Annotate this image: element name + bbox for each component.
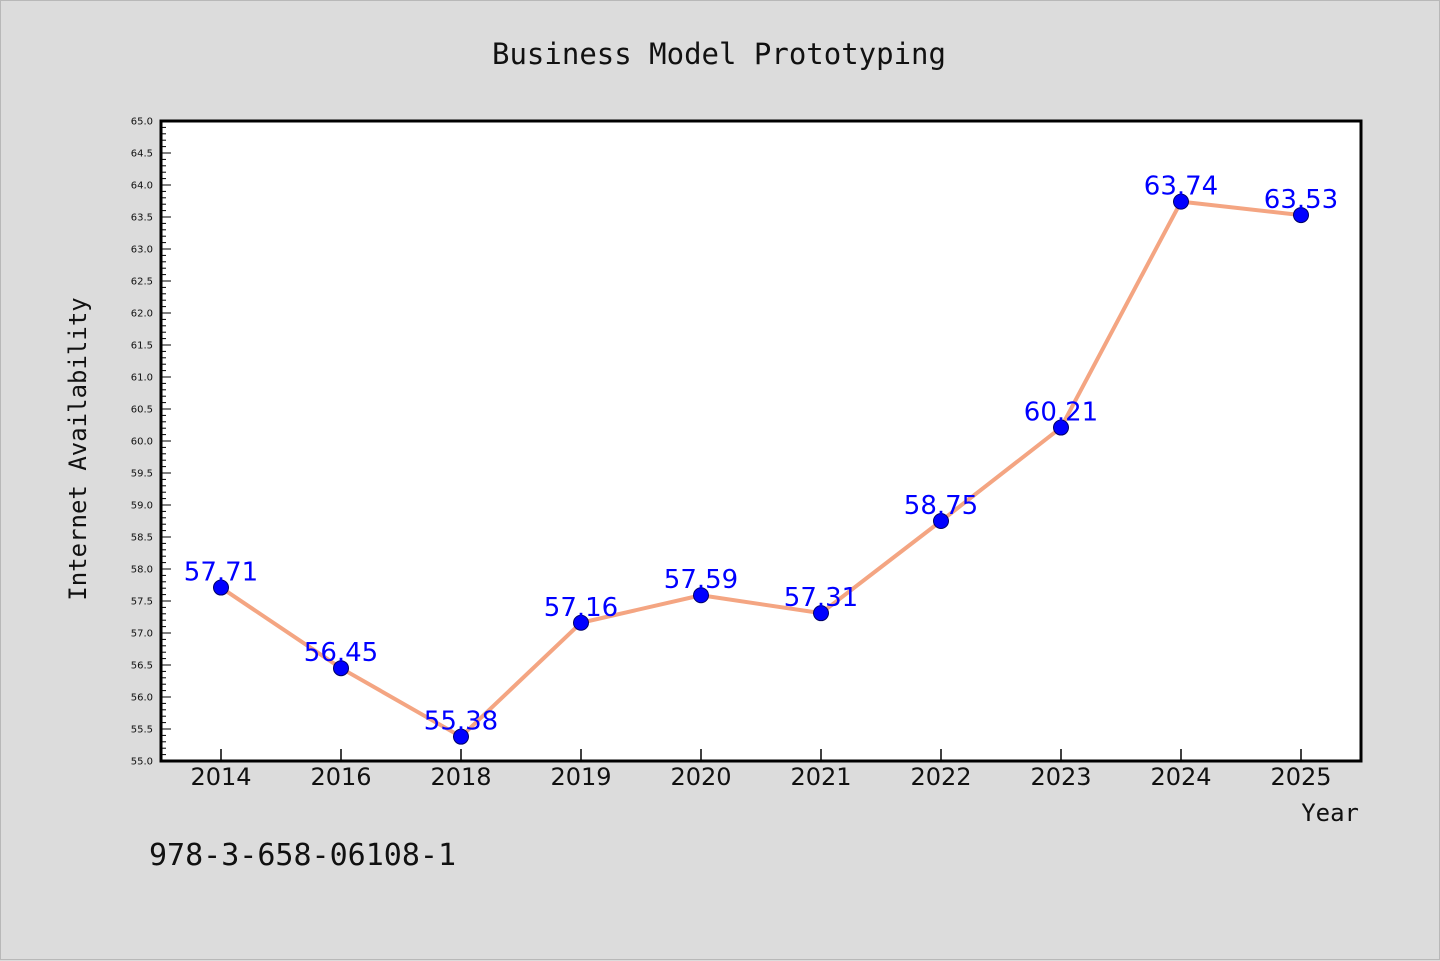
data-point — [213, 579, 229, 596]
data-label: 57.16 — [544, 593, 618, 623]
y-axis-ticks: 55.0 55.5 56.0 56.5 57.0 57.5 58.0 58.5 59.0 59.5… — [131, 117, 171, 768]
data-point — [933, 513, 949, 529]
data-point — [453, 728, 469, 745]
y-tick-label: 62.0 — [131, 309, 153, 320]
data-label: 57.59 — [664, 565, 738, 595]
y-tick-label: 56.0 — [131, 693, 153, 704]
x-axis-label: Year — [1301, 799, 1359, 827]
data-point — [573, 614, 589, 631]
marker-layer — [213, 193, 1309, 745]
data-label-layer: 57.71 56.45 55.38 57.16 57.59 57.31 58.75 60.21… — [184, 172, 1338, 737]
data-label: 63.53 — [1264, 185, 1338, 215]
x-tick-label: 2016 — [310, 763, 371, 791]
y-tick-label: 61.5 — [131, 341, 153, 352]
data-label: 57.31 — [784, 583, 858, 613]
data-point — [1293, 207, 1309, 224]
y-tick-label: 58.0 — [131, 565, 153, 576]
y-tick-label: 60.5 — [131, 405, 153, 416]
y-tick-label: 60.0 — [131, 437, 153, 448]
y-tick-label: 55.5 — [131, 725, 153, 736]
y-tick-label: 58.5 — [131, 533, 153, 544]
y-tick-label: 59.5 — [131, 469, 153, 480]
data-label: 55.38 — [424, 707, 498, 737]
y-tick-label: 57.0 — [131, 629, 153, 640]
data-point — [813, 605, 829, 622]
y-tick-label: 55.0 — [131, 757, 153, 768]
x-tick-label: 2018 — [430, 763, 491, 791]
x-axis-ticks: 2014 2016 2018 2019 2020 2021 2022 2023 2024 2025 — [190, 749, 1332, 791]
data-point — [693, 587, 709, 604]
data-label: 60.21 — [1024, 398, 1098, 428]
y-tick-label: 65.0 — [131, 117, 153, 128]
data-label: 57.71 — [184, 558, 258, 588]
y-tick-label: 59.0 — [131, 501, 153, 512]
data-point — [1053, 419, 1069, 436]
y-tick-label: 56.5 — [131, 661, 153, 672]
x-tick-label: 2014 — [190, 763, 251, 791]
series-layer — [219, 199, 1303, 739]
data-label: 63.74 — [1144, 172, 1218, 202]
x-tick-label: 2025 — [1270, 763, 1331, 791]
y-tick-label: 64.5 — [131, 149, 153, 160]
y-tick-label: 64.0 — [131, 181, 153, 192]
plot-frame — [159, 119, 1363, 763]
series-line — [219, 199, 1303, 739]
data-label: 56.45 — [304, 638, 378, 668]
plot-area — [161, 121, 1361, 761]
y-tick-label: 62.5 — [131, 277, 153, 288]
x-tick-label: 2022 — [910, 763, 971, 791]
y-tick-label: 61.0 — [131, 373, 153, 384]
y-tick-label: 63.0 — [131, 245, 153, 256]
y-tick-label: 57.5 — [131, 597, 153, 608]
x-tick-label: 2020 — [670, 763, 731, 791]
data-point — [333, 660, 349, 677]
data-label: 58.75 — [904, 491, 978, 521]
y-axis-label: Internet Availability — [64, 297, 92, 600]
data-point — [1173, 193, 1189, 210]
x-tick-label: 2024 — [1150, 763, 1211, 791]
x-tick-label: 2021 — [790, 763, 851, 791]
chart-title: Business Model Prototyping — [492, 37, 946, 71]
x-tick-label: 2019 — [550, 763, 611, 791]
y-tick-label: 63.5 — [131, 213, 153, 224]
isbn-annotation: 978-3-658-06108-1 — [149, 838, 456, 873]
x-tick-label: 2023 — [1030, 763, 1091, 791]
